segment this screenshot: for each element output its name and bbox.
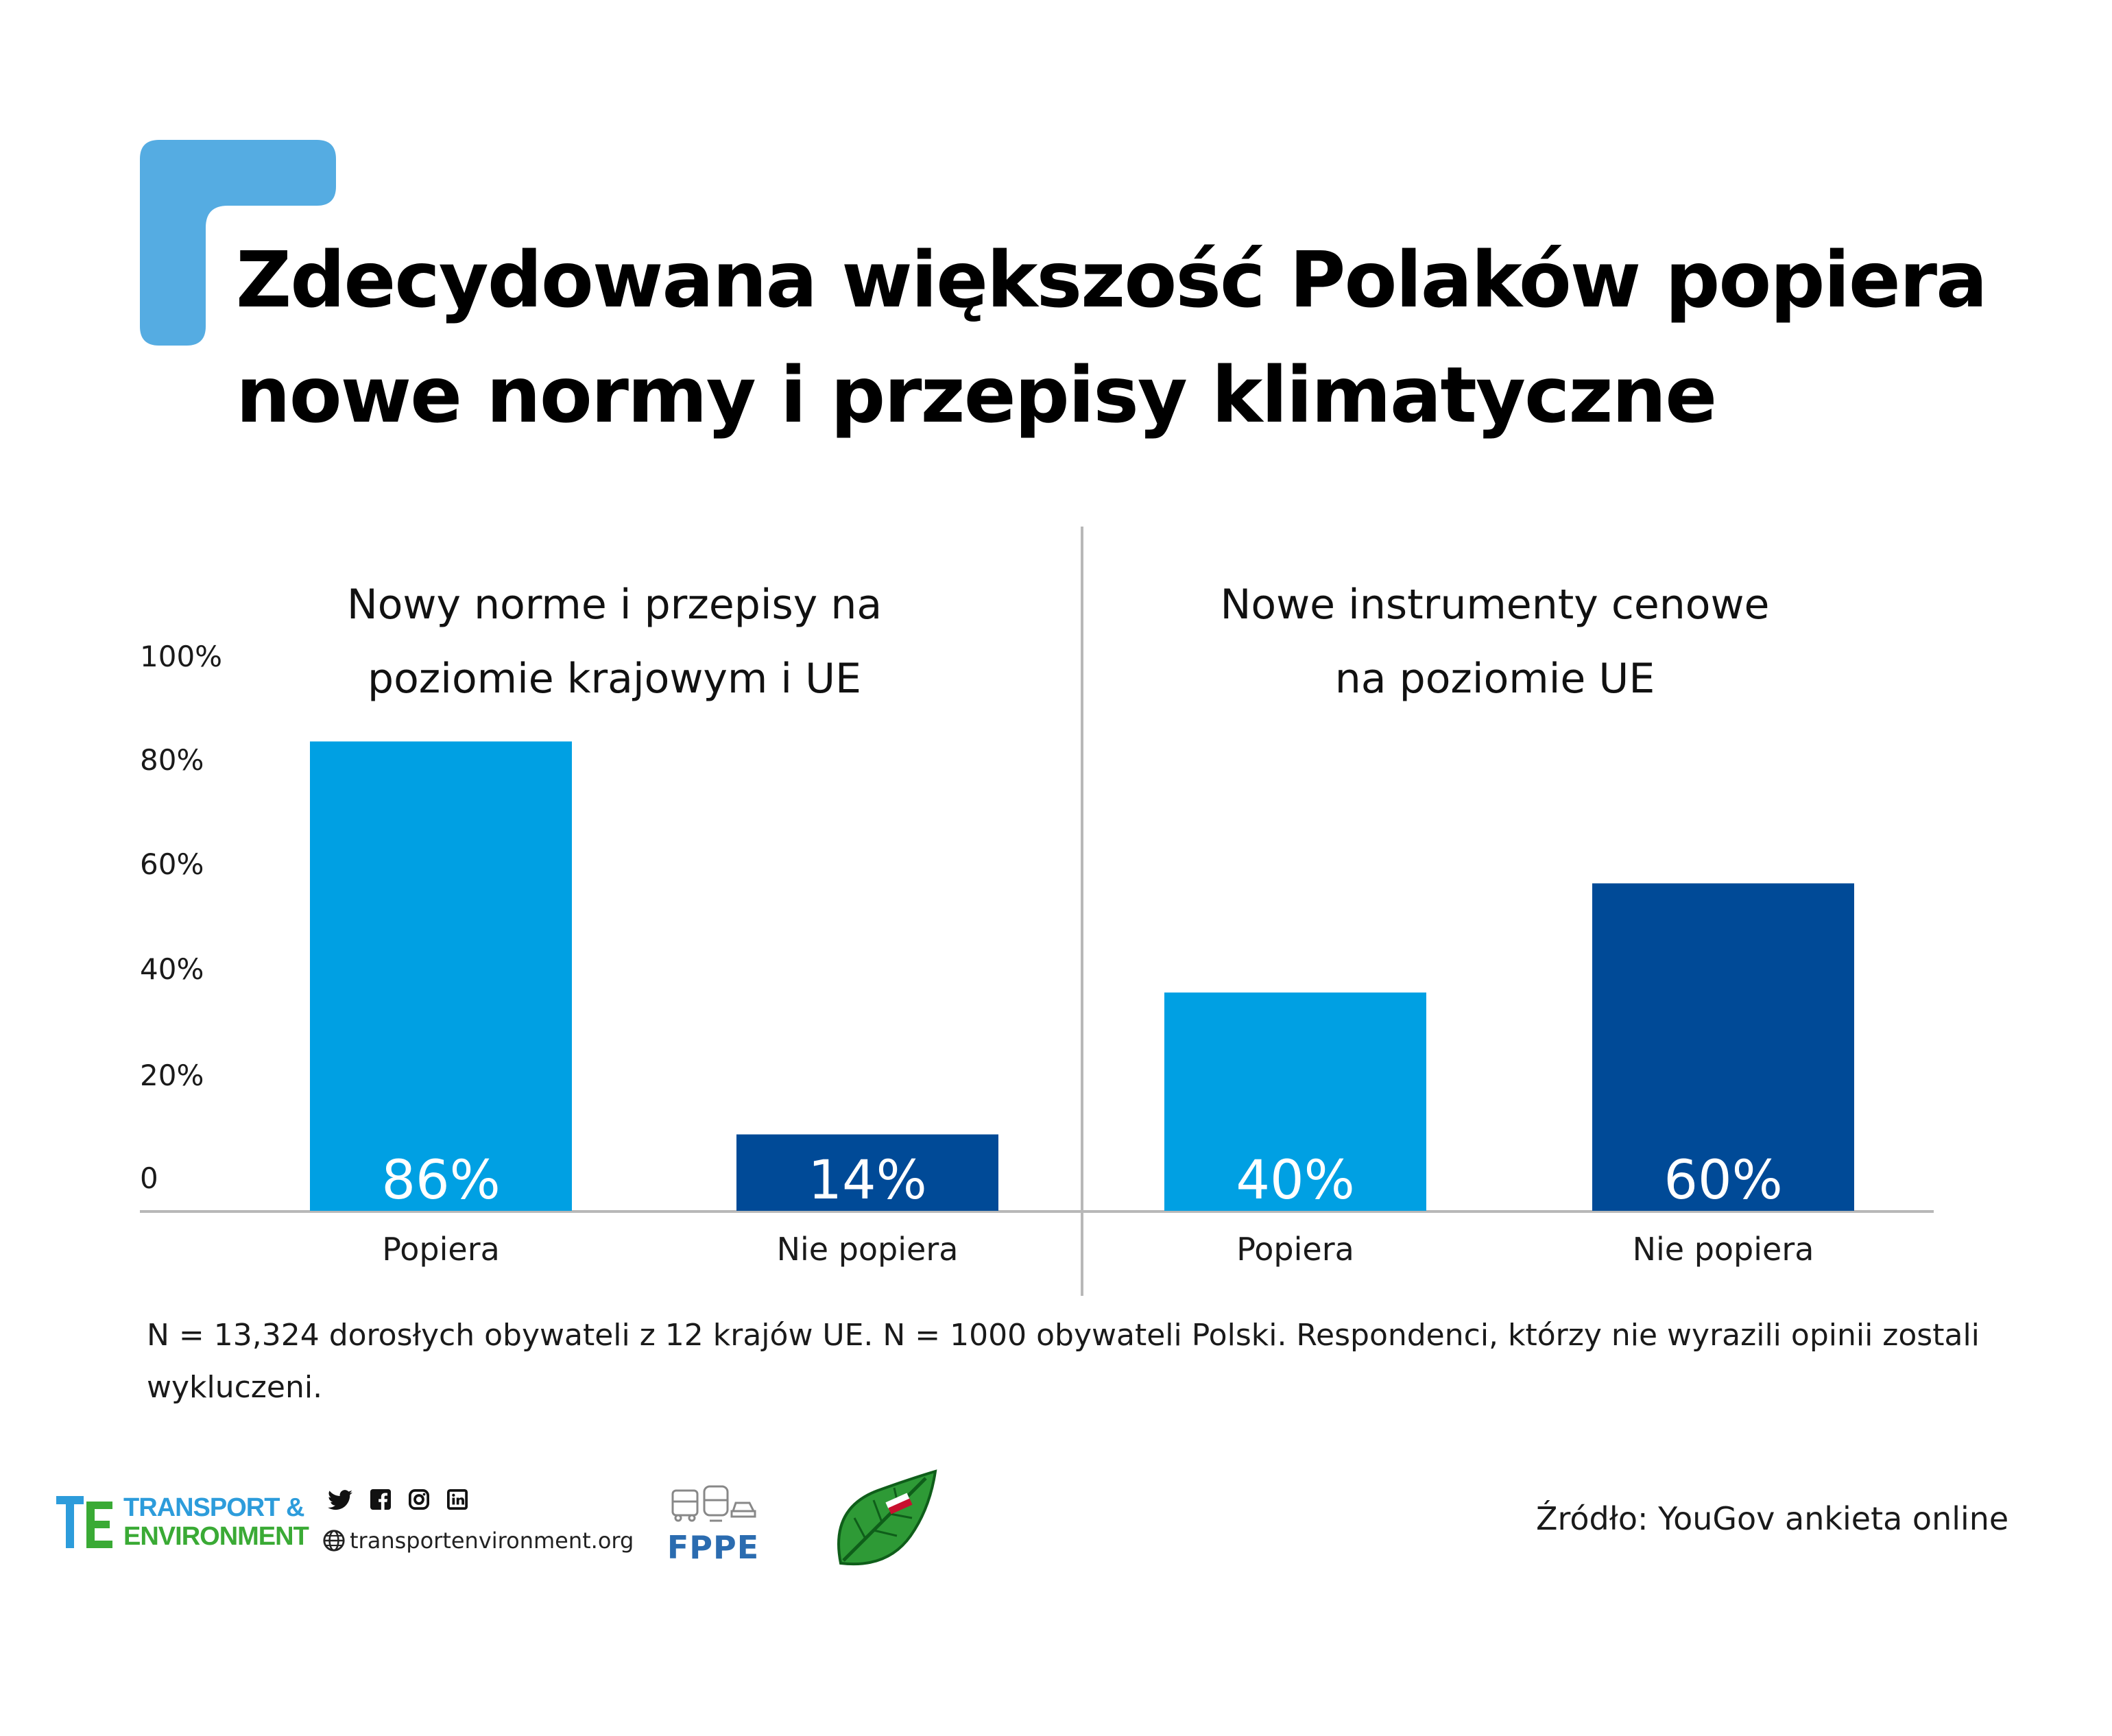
- x-category-label: Nie popiera: [1633, 1231, 1814, 1268]
- facebook-icon[interactable]: [370, 1489, 391, 1510]
- bar-2-1: [1164, 992, 1426, 1211]
- panel-2-title-line-2: na poziomie UE: [1334, 655, 1655, 703]
- transport-vehicles-icon: [671, 1485, 756, 1522]
- website-url: transportenvironment.org: [350, 1528, 634, 1554]
- bar-value-label: 14%: [808, 1150, 926, 1211]
- chart-title-line-2: nowe normy i przepisy klimatyczne: [236, 351, 1717, 440]
- twitter-icon[interactable]: [328, 1489, 352, 1511]
- bar-1-2: [736, 1134, 998, 1211]
- footnote-line-2: wykluczeni.: [147, 1370, 323, 1405]
- accent-bracket: [140, 140, 336, 346]
- chart-title: Zdecydowana większość Polaków popiera no…: [236, 223, 2032, 453]
- y-tick-label: 0: [140, 1161, 158, 1195]
- leaf-logo-icon: [837, 1469, 937, 1566]
- te-logo-line-2: ENVIRONMENT: [123, 1522, 309, 1551]
- bar-value-label: 60%: [1664, 1150, 1782, 1211]
- instagram-icon[interactable]: [409, 1489, 429, 1510]
- fppe-logo-text: FPPE: [667, 1529, 760, 1566]
- footnote: N = 13,324 dorosłych obywateli z 12 kraj…: [147, 1310, 2039, 1414]
- te-logo-text: TRANSPORT & ENVIRONMENT: [123, 1493, 309, 1551]
- bar-value-label: 40%: [1236, 1150, 1354, 1211]
- panel-1-title: Nowy norme i przepisy na poziomie krajow…: [272, 568, 957, 716]
- social-links: transportenvironment.org: [322, 1489, 634, 1558]
- globe-icon: [323, 1530, 345, 1552]
- x-category-label: Popiera: [382, 1231, 500, 1268]
- chart-title-line-1: Zdecydowana większość Polaków popiera: [236, 236, 1988, 325]
- panel-2-title-line-1: Nowe instrumenty cenowe: [1220, 581, 1770, 629]
- bar-value-label: 86%: [381, 1150, 500, 1211]
- source-note: Źródło: YouGov ankieta online: [1536, 1500, 2009, 1537]
- y-tick-label: 80%: [140, 743, 204, 777]
- y-tick-label: 20%: [140, 1059, 204, 1092]
- panel-2-title: Nowe instrumenty cenowe na poziomie UE: [1152, 568, 1838, 716]
- te-logo-mark-icon: [56, 1496, 112, 1548]
- polski-klub-ekologiczny-logo: [823, 1467, 946, 1577]
- transport-environment-logo: TRANSPORT & ENVIRONMENT: [56, 1492, 310, 1554]
- bar-1-1: [310, 741, 572, 1211]
- y-tick-label: 100%: [140, 640, 222, 673]
- panel-1-title-line-1: Nowy norme i przepisy na: [346, 581, 883, 629]
- y-tick-label: 60%: [140, 847, 204, 881]
- website-link[interactable]: transportenvironment.org: [322, 1528, 634, 1554]
- footnote-line-1: N = 13,324 dorosłych obywateli z 12 kraj…: [147, 1318, 1980, 1353]
- panel-1-title-line-2: poziomie krajowym i UE: [368, 655, 861, 703]
- fppe-logo: FPPE: [662, 1481, 765, 1566]
- x-category-label: Popiera: [1236, 1231, 1354, 1268]
- te-logo-line-1: TRANSPORT &: [123, 1493, 304, 1522]
- linkedin-icon[interactable]: [447, 1489, 468, 1510]
- x-category-label: Nie popiera: [777, 1231, 959, 1268]
- y-tick-label: 40%: [140, 952, 204, 986]
- bar-2-2: [1592, 883, 1854, 1211]
